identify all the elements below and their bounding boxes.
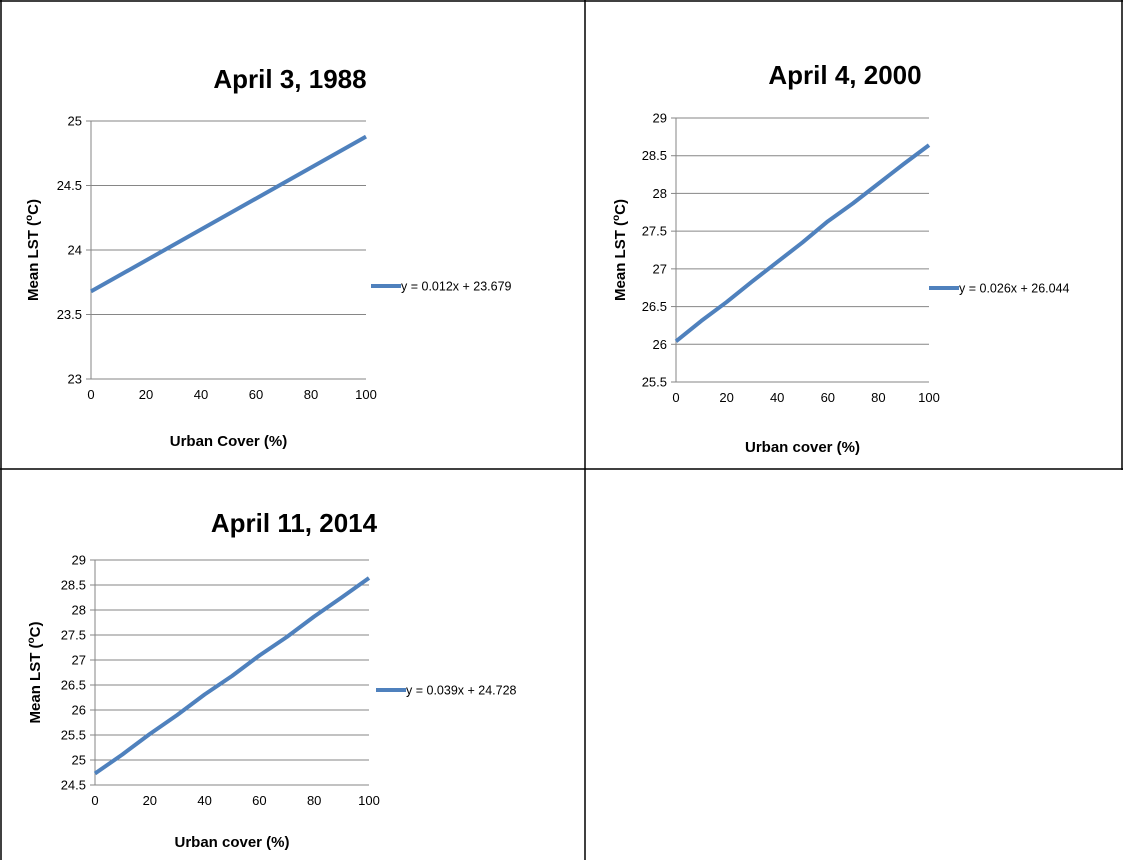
x-tick-label: 100 xyxy=(358,793,380,808)
x-tick-label: 40 xyxy=(194,387,208,402)
y-axis-label: Mean LST (oC) xyxy=(611,199,629,301)
chart-title: April 4, 2000 xyxy=(768,60,921,90)
y-tick-label: 26.5 xyxy=(61,678,86,693)
plot-area: 24.5 25 25.5 26 26.5 27 27.5 28 28.5 29 0 20 40 60 80 1… xyxy=(61,553,380,809)
x-tick-label: 80 xyxy=(304,387,318,402)
legend-entry: y = 0.012x + 23.679 xyxy=(401,280,512,294)
x-axis-label: Urban Cover (%) xyxy=(170,433,288,450)
x-axis-label: Urban cover (%) xyxy=(745,439,860,456)
y-tick-label: 28 xyxy=(653,186,667,201)
y-tick-label: 23.5 xyxy=(57,307,82,322)
chart-panel-2000: 25.5 26 26.5 27 27.5 28 28.5 29 0 20 40 60 80 100 Apr… xyxy=(611,60,1070,456)
y-tick-label: 28.5 xyxy=(642,148,667,163)
y-tick-label: 25 xyxy=(72,753,86,768)
x-tick-label: 40 xyxy=(770,390,784,405)
series-line xyxy=(90,134,367,294)
series-line xyxy=(93,576,371,776)
x-tick-label: 20 xyxy=(143,793,157,808)
y-tick-label: 23 xyxy=(68,372,82,387)
chart-title: April 11, 2014 xyxy=(211,508,378,538)
x-axis-label: Urban cover (%) xyxy=(174,834,289,851)
y-tick-label: 27.5 xyxy=(642,224,667,239)
y-tick-label: 25.5 xyxy=(642,375,667,390)
x-tick-label: 0 xyxy=(91,793,98,808)
chart-title: April 3, 1988 xyxy=(213,64,366,94)
x-tick-label: 0 xyxy=(87,387,94,402)
y-tick-label: 24.5 xyxy=(57,178,82,193)
y-tick-label: 24 xyxy=(68,243,82,258)
y-tick-label: 27 xyxy=(653,261,667,276)
legend-entry: y = 0.039x + 24.728 xyxy=(406,684,517,698)
x-tick-label: 60 xyxy=(821,390,835,405)
x-tick-label: 100 xyxy=(918,390,940,405)
chart-panel-1988: 23 23.5 24 24.5 25 0 20 40 60 80 100 April 3, 1988… xyxy=(24,64,512,450)
y-tick-label: 26 xyxy=(72,703,86,718)
legend-entry: y = 0.026x + 26.044 xyxy=(959,282,1070,296)
y-axis-label: Mean LST (oC) xyxy=(24,199,42,301)
x-tick-label: 20 xyxy=(719,390,733,405)
chart-panel-2014: 24.5 25 25.5 26 26.5 27 27.5 28 28.5 29 0 20 40 60 80 1… xyxy=(26,508,517,851)
y-tick-label: 26 xyxy=(653,337,667,352)
x-tick-label: 80 xyxy=(871,390,885,405)
plot-area: 25.5 26 26.5 27 27.5 28 28.5 29 0 20 40 60 80 100 xyxy=(642,111,940,406)
y-tick-label: 26.5 xyxy=(642,299,667,314)
y-tick-label: 27.5 xyxy=(61,628,86,643)
x-tick-label: 0 xyxy=(672,390,679,405)
x-tick-label: 20 xyxy=(139,387,153,402)
x-tick-label: 80 xyxy=(307,793,321,808)
y-tick-label: 29 xyxy=(653,111,667,126)
y-axis-label: Mean LST (oC) xyxy=(26,622,44,724)
y-tick-label: 28.5 xyxy=(61,578,86,593)
x-tick-label: 40 xyxy=(197,793,211,808)
y-tick-label: 24.5 xyxy=(61,778,86,793)
y-tick-label: 25.5 xyxy=(61,728,86,743)
x-tick-label: 100 xyxy=(355,387,377,402)
y-tick-label: 28 xyxy=(72,603,86,618)
x-tick-label: 60 xyxy=(252,793,266,808)
y-tick-label: 29 xyxy=(72,553,86,568)
plot-area: 23 23.5 24 24.5 25 0 20 40 60 80 100 xyxy=(57,114,377,403)
y-tick-label: 27 xyxy=(72,653,86,668)
series-line xyxy=(674,143,931,343)
x-tick-label: 60 xyxy=(249,387,263,402)
y-tick-label: 25 xyxy=(68,114,82,129)
